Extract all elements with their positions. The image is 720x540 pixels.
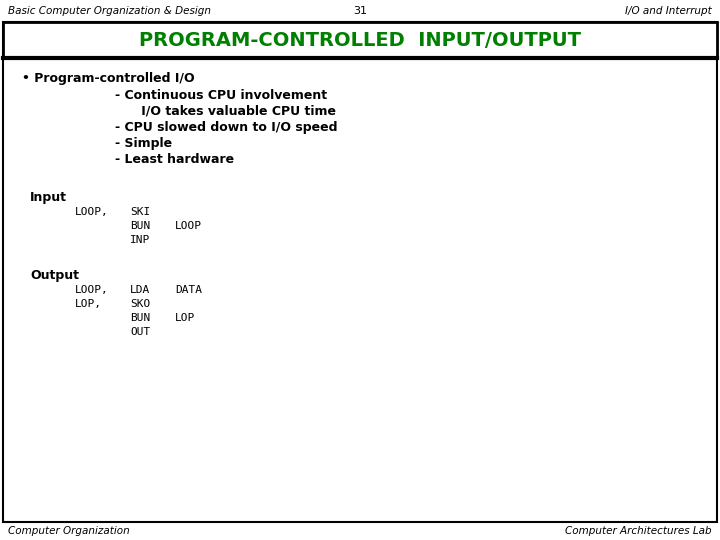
Text: I/O and Interrupt: I/O and Interrupt [625,6,712,16]
Text: Input: Input [30,191,67,204]
FancyBboxPatch shape [3,22,717,522]
Text: Output: Output [30,269,79,282]
Text: LDA: LDA [130,285,150,295]
Text: - Continuous CPU involvement: - Continuous CPU involvement [115,89,327,102]
Text: LOOP,: LOOP, [75,285,109,295]
Text: 31: 31 [353,6,367,16]
Text: SKI: SKI [130,207,150,217]
Text: LOP: LOP [175,313,195,323]
Text: SKO: SKO [130,299,150,309]
Text: I/O takes valuable CPU time: I/O takes valuable CPU time [115,105,336,118]
Text: DATA: DATA [175,285,202,295]
Text: BUN: BUN [130,313,150,323]
Text: Computer Organization: Computer Organization [8,526,130,536]
Text: - CPU slowed down to I/O speed: - CPU slowed down to I/O speed [115,121,338,134]
Text: Basic Computer Organization & Design: Basic Computer Organization & Design [8,6,211,16]
Text: OUT: OUT [130,327,150,337]
Text: LOP,: LOP, [75,299,102,309]
Text: - Simple: - Simple [115,137,172,150]
FancyBboxPatch shape [3,22,717,58]
Text: BUN: BUN [130,221,150,231]
Text: - Least hardware: - Least hardware [115,153,234,166]
Text: LOOP,: LOOP, [75,207,109,217]
Text: Computer Architectures Lab: Computer Architectures Lab [565,526,712,536]
Text: INP: INP [130,235,150,245]
Text: PROGRAM-CONTROLLED  INPUT/OUTPUT: PROGRAM-CONTROLLED INPUT/OUTPUT [139,30,581,50]
Text: LOOP: LOOP [175,221,202,231]
Text: • Program-controlled I/O: • Program-controlled I/O [22,72,194,85]
